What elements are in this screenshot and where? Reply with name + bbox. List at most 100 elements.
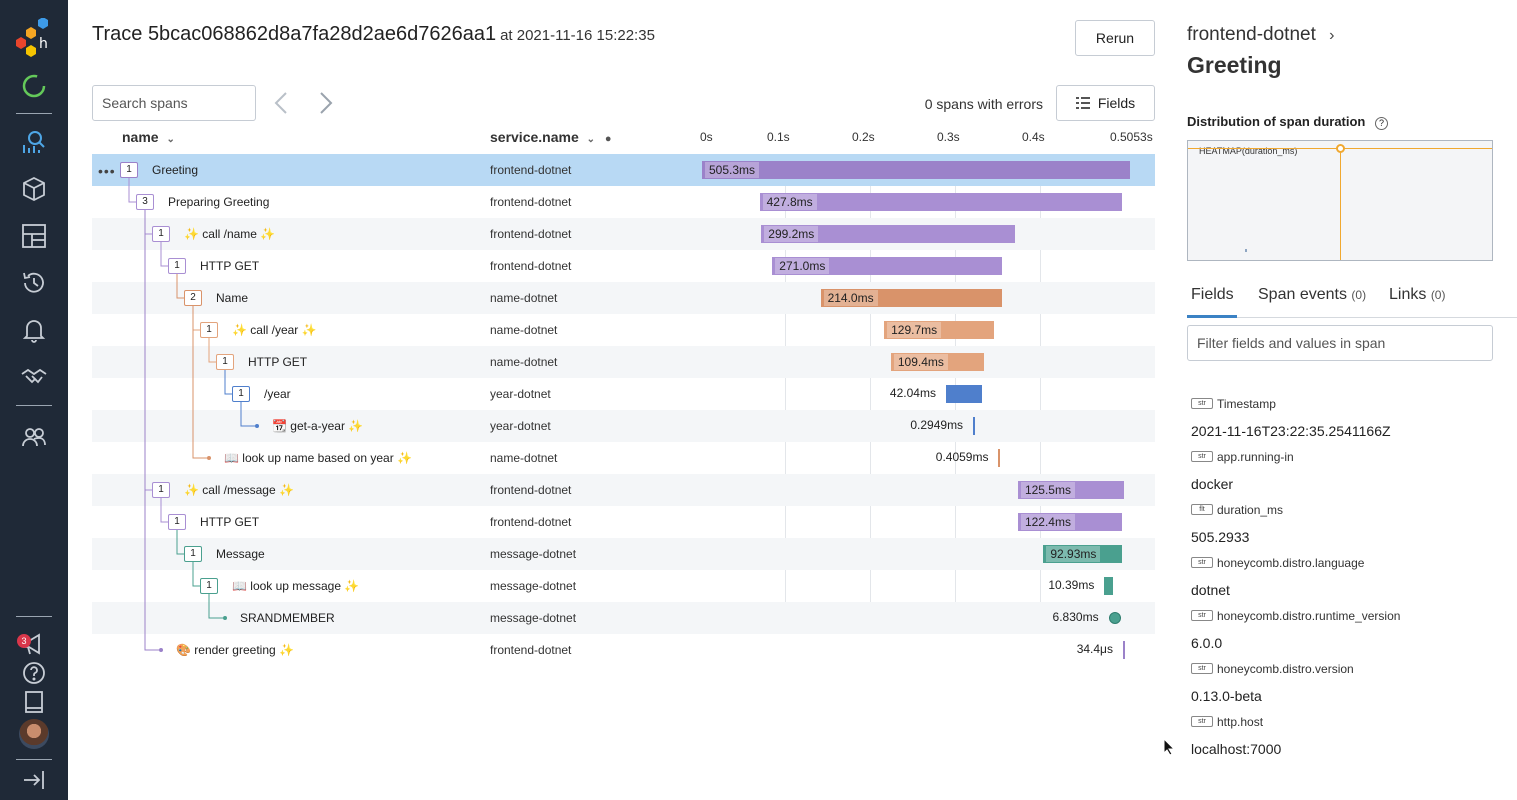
child-count-toggle[interactable]: 1 [120,162,138,178]
span-name: 📖 look up name based on year ✨ [224,451,412,465]
child-count-toggle[interactable]: 1 [168,258,186,274]
child-count-toggle[interactable]: 1 [184,546,202,562]
field-entry[interactable]: str honeycomb.distro.version 0.13.0-beta [1191,660,1511,704]
boards-icon[interactable] [18,220,50,252]
span-duration-bar[interactable] [1108,612,1121,624]
span-duration-bar[interactable]: 214.0ms [820,289,1002,307]
span-duration-bar[interactable]: 129.7ms [884,321,994,339]
field-entry[interactable]: str honeycomb.distro.language dotnet [1191,554,1511,598]
field-entry[interactable]: str http.host localhost:7000 [1191,713,1511,757]
tab-span-events[interactable]: Span events (0) [1258,286,1366,304]
span-row[interactable]: 📖 look up name based on year ✨ name-dotne… [92,442,1155,474]
span-duration-bar[interactable] [1122,641,1125,659]
span-row[interactable]: 1 HTTP GET name-dotnet 109.4ms [92,346,1155,378]
history-icon[interactable] [18,267,50,299]
span-row[interactable]: 1 HTTP GET frontend-dotnet 271.0ms [92,250,1155,282]
leaf-dot [255,424,259,428]
color-by-drop-icon[interactable]: ● [604,133,612,145]
honeycomb-logo-icon[interactable]: h [14,18,54,58]
fields-button[interactable]: Fields [1056,85,1155,121]
span-duration-bar[interactable]: 299.2ms [761,225,1015,243]
span-row[interactable]: ••• 1 Greeting frontend-dotnet 505.3ms [92,154,1155,186]
field-key: honeycomb.distro.runtime_version [1217,608,1401,623]
span-name: SRANDMEMBER [240,611,335,625]
span-row[interactable]: 1 ✨ call /year ✨ name-dotnet 129.7ms [92,314,1155,346]
help-icon[interactable] [18,657,50,689]
span-duration-label: 122.4ms [1020,514,1075,530]
child-count-toggle[interactable]: 1 [232,386,250,402]
service-column-label: service.name [490,129,579,145]
span-service: message-dotnet [490,547,577,561]
field-value: 505.2933 [1191,529,1250,545]
service-column-header[interactable]: service.name ⌄ ● [490,129,612,145]
span-duration-bar[interactable] [1104,577,1114,595]
span-row[interactable]: 3 Preparing Greeting frontend-dotnet 427.8m… [92,186,1155,218]
span-name: /year [264,387,291,401]
span-row[interactable]: 1/year year-dotnet 42.04ms [92,378,1155,410]
child-count-toggle[interactable]: 1 [216,354,234,370]
field-type-badge: str [1191,610,1213,622]
span-duration-bar[interactable]: 92.93ms [1043,545,1123,563]
alerts-bell-icon[interactable] [18,314,50,346]
dataset-cube-icon[interactable] [18,173,50,205]
user-avatar[interactable] [19,719,49,749]
child-count-toggle[interactable]: 3 [136,194,154,210]
child-count-toggle[interactable]: 1 [200,578,218,594]
span-row[interactable]: 1 ✨ call /message ✨ frontend-dotnet 125.5ms [92,474,1155,506]
span-duration-bar[interactable]: 125.5ms [1017,481,1125,499]
span-row[interactable]: 1 HTTP GET frontend-dotnet 122.4ms [92,506,1155,538]
span-duration-bar[interactable] [973,417,976,435]
child-count-toggle[interactable]: 2 [184,290,202,306]
previous-arrow-icon[interactable] [268,90,294,116]
child-count-toggle[interactable]: 1 [152,482,170,498]
span-duration-bar[interactable] [945,385,982,403]
span-duration-bar[interactable]: 427.8ms [759,193,1122,211]
expand-sidebar-icon[interactable] [18,764,50,796]
span-duration-bar[interactable]: 109.4ms [890,353,984,371]
field-type-badge: str [1191,716,1213,728]
next-arrow-icon[interactable] [313,90,339,116]
tab-fields[interactable]: Fields [1191,286,1234,304]
query-icon[interactable] [18,126,50,158]
field-type-badge: flt [1191,504,1213,516]
span-duration-bar[interactable] [998,449,1001,467]
tab-links[interactable]: Links (0) [1389,286,1445,304]
field-entry[interactable]: flt duration_ms 505.2933 [1191,501,1511,545]
span-row[interactable]: SRANDMEMBER message-dotnet 6.830ms [92,602,1155,634]
span-row[interactable]: 2 Name name-dotnet 214.0ms [92,282,1155,314]
span-row[interactable]: 1 ✨ call /name ✨ frontend-dotnet 299.2ms [92,218,1155,250]
sort-chevron-icon: ⌄ [166,134,175,145]
filter-fields-input[interactable] [1187,325,1493,361]
rerun-button[interactable]: Rerun [1075,20,1155,56]
span-service: message-dotnet [490,579,577,593]
span-row[interactable]: 1 Message message-dotnet 92.93ms [92,538,1155,570]
panel-service-link[interactable]: frontend-dotnet › [1187,24,1334,46]
trace-id: Trace 5bcac068862d8a7fa28d2ae6d7626aa1 [92,23,497,45]
span-duration-bar[interactable]: 122.4ms [1017,513,1122,531]
field-entry[interactable]: str app.running-in docker [1191,448,1511,492]
span-row[interactable]: 🎨 render greeting ✨ frontend-dotnet 34.4μs [92,634,1155,666]
child-count-toggle[interactable]: 1 [152,226,170,242]
help-circle-icon[interactable]: ? [1375,117,1389,130]
span-duration-bar[interactable]: 505.3ms [702,161,1130,179]
span-duration-label: 42.04ms [889,386,936,400]
duration-heatmap[interactable]: HEATMAP(duration_ms) [1187,140,1493,261]
team-icon[interactable] [18,421,50,453]
search-spans-input[interactable] [92,85,256,121]
span-duration-bar[interactable]: 271.0ms [772,257,1002,275]
name-column-header[interactable]: name ⌄ [122,129,175,145]
docs-book-icon[interactable] [18,686,50,718]
slo-handshake-icon[interactable] [18,361,50,393]
span-row[interactable]: 📆 get-a-year ✨ year-dotnet 0.2949ms [92,410,1155,442]
panel-tabs: Fields Span events (0) Links (0) [1187,276,1517,318]
span-duration-label: 129.7ms [887,322,942,338]
child-count-toggle[interactable]: 1 [200,322,218,338]
child-count-toggle[interactable]: 1 [168,514,186,530]
field-entry[interactable]: str honeycomb.distro.runtime_version 6.0.0 [1191,607,1511,651]
span-row[interactable]: 1 📖 look up message ✨ message-dotnet 10.39m… [92,570,1155,602]
more-options-icon[interactable]: ••• [98,163,116,179]
field-entry[interactable]: str Timestamp 2021-11-16T23:22:35.2541166Z [1191,395,1511,439]
notification-badge: 3 [17,634,31,648]
field-type-badge: str [1191,398,1213,410]
